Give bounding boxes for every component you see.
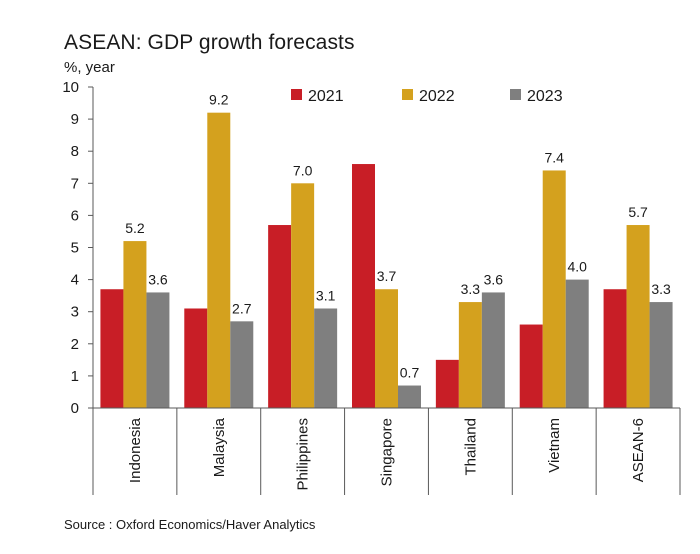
- data-label: 7.4: [544, 149, 564, 165]
- x-category-label: Malaysia: [211, 417, 228, 477]
- bar-2023-singapore: [398, 385, 421, 408]
- chart-title: ASEAN: GDP growth forecasts: [64, 31, 355, 54]
- data-label: 3.3: [651, 281, 671, 297]
- x-category-label: Thailand: [462, 418, 479, 476]
- data-label: 3.6: [148, 271, 168, 287]
- y-tick-label: 2: [71, 336, 79, 353]
- bar-2023-indonesia: [146, 292, 170, 408]
- x-category-label: Philippines: [295, 418, 312, 491]
- bar-2023-malaysia: [230, 321, 254, 408]
- bars: [100, 112, 673, 409]
- x-axis: Indonesia Malaysia Philippines Singapore Tha…: [92, 407, 681, 495]
- y-tick-label: 5: [71, 240, 79, 257]
- y-axis: 0 1 2 3 4 5 6 7 8 9 10: [62, 79, 94, 417]
- y-axis-unit-label: %, year: [64, 59, 115, 76]
- data-label: 0.7: [400, 365, 420, 381]
- data-label: 5.7: [628, 204, 648, 220]
- data-label: 3.6: [484, 271, 504, 287]
- bar-2021-vietnam: [519, 324, 543, 408]
- bar-2021-philippines: [268, 225, 292, 408]
- bar-2022-thailand: [458, 302, 482, 408]
- data-label: 9.2: [209, 92, 229, 108]
- bar-2021-indonesia: [100, 289, 124, 408]
- bar-2023-vietnam: [565, 279, 589, 408]
- data-label: 3.7: [377, 268, 397, 284]
- legend-swatch-2021: [291, 89, 302, 100]
- data-label: 5.2: [125, 220, 145, 236]
- bar-2021-malaysia: [184, 308, 208, 408]
- y-tick-label: 9: [71, 111, 79, 128]
- x-category-label: Indonesia: [127, 417, 144, 483]
- x-category-label: Singapore: [379, 418, 396, 486]
- y-tick-label: 7: [71, 175, 79, 192]
- legend: 2021 2022 2023: [291, 88, 563, 105]
- data-labels: 5.2 9.2 7.0 3.7 3.3 7.4 5.7 3.6 2.7 3.1 0.7 3.6 4.0 3…: [125, 92, 671, 381]
- data-label: 4.0: [567, 259, 587, 275]
- bar-2022-malaysia: [207, 112, 231, 409]
- legend-label-2021: 2021: [308, 88, 344, 105]
- y-tick-label: 8: [71, 143, 79, 160]
- y-tick-label: 3: [71, 304, 79, 321]
- data-label: 3.1: [316, 287, 336, 303]
- bar-2023-thailand: [481, 292, 505, 408]
- source-note: Source : Oxford Economics/Haver Analytic…: [64, 517, 316, 532]
- data-label: 3.3: [461, 281, 481, 297]
- data-label: 7.0: [293, 162, 313, 178]
- legend-swatch-2023: [510, 89, 521, 100]
- bar-2021-thailand: [435, 359, 459, 408]
- x-category-label: ASEAN-6: [630, 418, 647, 482]
- bar-2022-singapore: [375, 289, 398, 408]
- y-tick-label: 4: [71, 272, 79, 289]
- legend-label-2022: 2022: [419, 88, 455, 105]
- y-tick-label: 0: [71, 400, 79, 417]
- legend-swatch-2022: [402, 89, 413, 100]
- bar-2023-philippines: [314, 308, 338, 408]
- y-tick-label: 10: [62, 79, 79, 96]
- x-category-label: Vietnam: [546, 418, 563, 473]
- bar-2022-philippines: [291, 183, 315, 408]
- bar-2022-asean-6: [626, 225, 650, 408]
- bar-2022-vietnam: [542, 170, 566, 408]
- data-label: 2.7: [232, 300, 252, 316]
- y-tick-label: 1: [71, 368, 79, 385]
- bar-2023-asean-6: [649, 302, 673, 408]
- bar-2021-asean-6: [603, 289, 627, 408]
- legend-label-2023: 2023: [527, 88, 563, 105]
- bar-2021-singapore: [352, 164, 375, 408]
- bar-2022-indonesia: [123, 241, 147, 408]
- y-tick-label: 6: [71, 207, 79, 224]
